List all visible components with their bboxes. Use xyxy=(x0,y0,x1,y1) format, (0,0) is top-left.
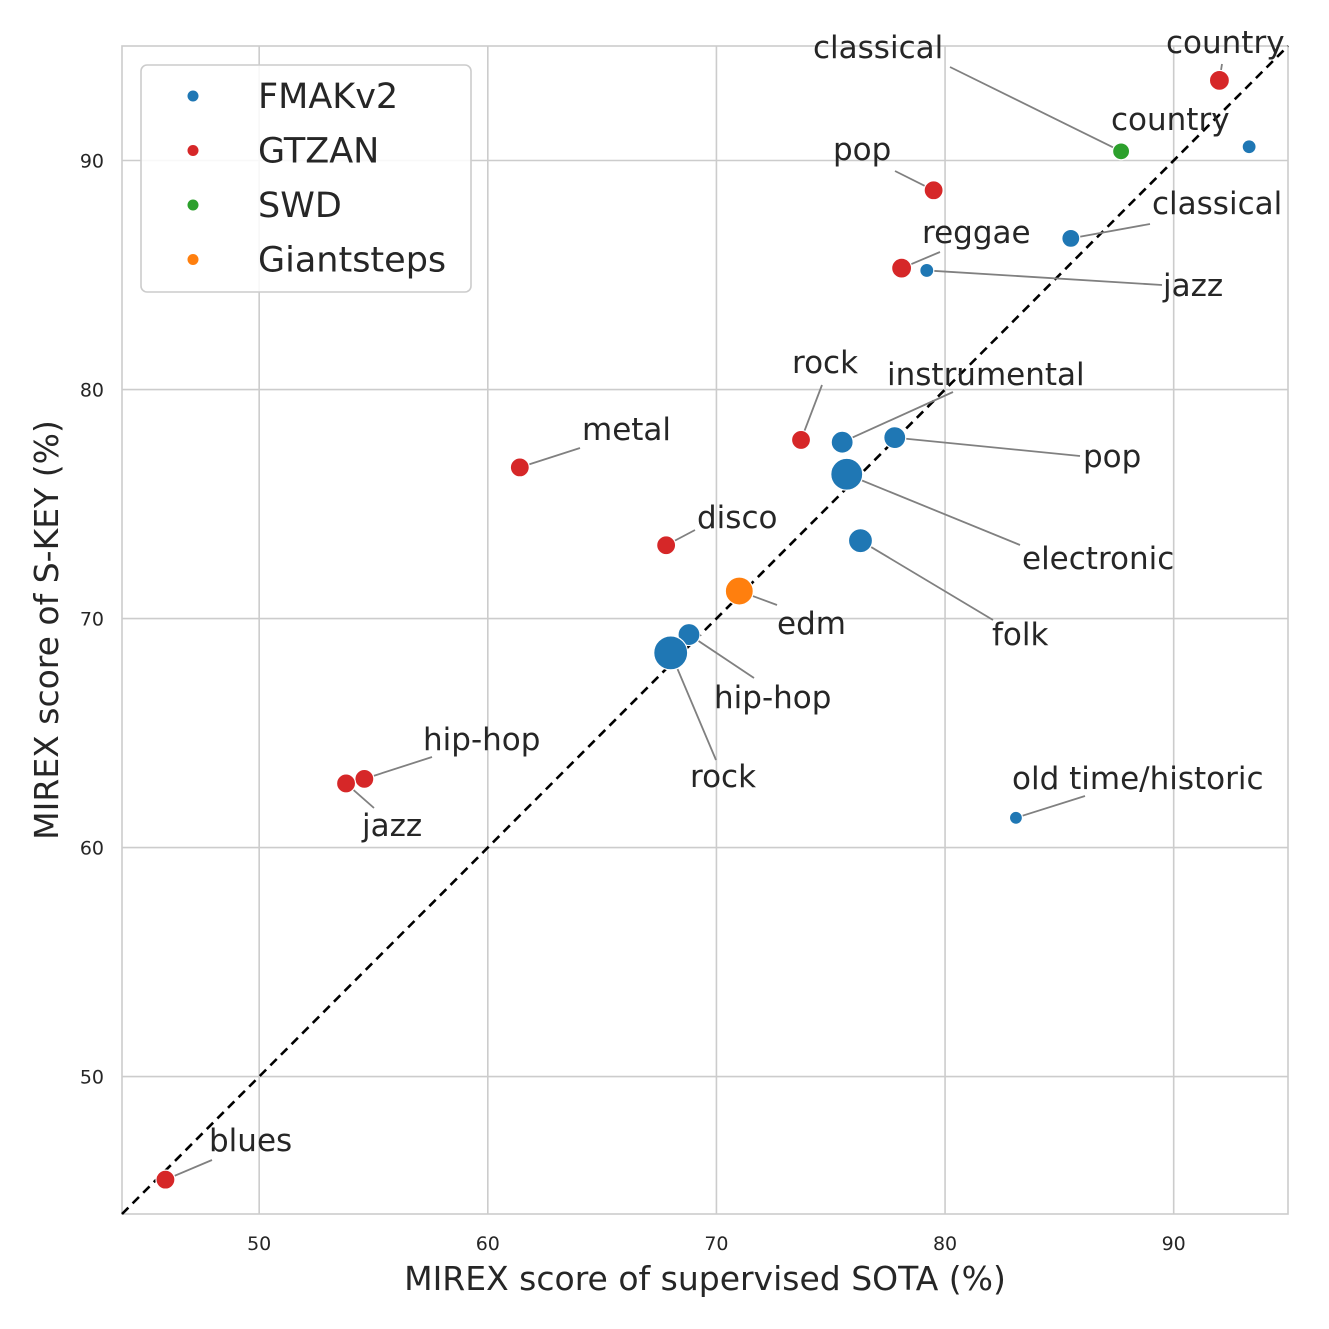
point-label: edm xyxy=(777,606,846,642)
y-tick-label: 60 xyxy=(80,838,104,860)
annotation-leader xyxy=(364,756,433,780)
legend-label: SWD xyxy=(258,186,342,226)
legend-label: GTZAN xyxy=(258,132,379,172)
point-label: electronic xyxy=(1022,541,1174,577)
data-point-fmakv2 xyxy=(919,262,935,279)
data-point-fmakv2 xyxy=(1061,228,1081,248)
data-point-fmakv2 xyxy=(1241,139,1257,155)
point-label: rock xyxy=(792,345,858,381)
legend-marker-fmakv2 xyxy=(187,90,199,102)
annotation-leader xyxy=(860,539,994,621)
data-point-gtzan xyxy=(354,768,375,789)
annotation-leader xyxy=(846,473,1021,546)
data-point-fmakv2 xyxy=(883,426,907,450)
legend-marker-swd xyxy=(187,199,199,211)
point-label: metal xyxy=(582,412,671,448)
annotation-leader xyxy=(1015,795,1086,819)
grid xyxy=(122,46,1288,1214)
annotation-leader xyxy=(688,633,755,679)
annotation-leader xyxy=(519,447,581,469)
x-tick-label: 70 xyxy=(704,1233,728,1255)
legend-label: FMAKv2 xyxy=(258,77,398,117)
data-point-gtzan xyxy=(335,773,357,794)
annotation-leader xyxy=(949,66,1122,153)
data-point-gtzan xyxy=(656,535,677,556)
data-point-giantsteps xyxy=(724,576,754,606)
point-label: jazz xyxy=(1162,268,1223,304)
data-point-fmakv2 xyxy=(1008,810,1024,825)
point-label: folk xyxy=(992,617,1048,653)
point-label: country xyxy=(1166,25,1285,61)
y-tick-label: 90 xyxy=(80,151,104,173)
y-tick-label: 80 xyxy=(80,380,104,402)
point-label: classical xyxy=(1152,186,1282,222)
point-label: blues xyxy=(209,1123,292,1159)
annotation-label: classical xyxy=(813,30,943,66)
data-point-fmakv2 xyxy=(653,635,689,671)
x-tick-label: 60 xyxy=(476,1233,500,1255)
annotation-leaders xyxy=(165,63,1223,1181)
data-points xyxy=(155,69,1257,1190)
data-point-swd xyxy=(1112,142,1131,161)
data-point-fmakv2 xyxy=(830,430,854,454)
data-point-gtzan xyxy=(155,1169,176,1190)
point-label: pop xyxy=(833,132,891,168)
legend-marker-giantsteps xyxy=(187,254,199,265)
y-tick-label: 50 xyxy=(80,1067,104,1089)
x-tick-label: 90 xyxy=(1162,1233,1186,1255)
point-label: old time/historic xyxy=(1012,761,1264,797)
point-label: instrumental xyxy=(887,357,1085,393)
data-point-gtzan xyxy=(790,429,812,451)
data-point-fmakv2 xyxy=(830,457,864,491)
point-label: disco xyxy=(697,500,777,536)
legend-marker-gtzan xyxy=(187,145,199,156)
data-point-gtzan xyxy=(1208,69,1231,91)
legend: FMAKv2 GTZAN SWD Giantsteps xyxy=(140,64,472,293)
annotation-leader xyxy=(841,391,954,444)
legend-label: Giantsteps xyxy=(258,241,446,281)
x-tick-label: 80 xyxy=(933,1233,957,1255)
identity-dashed-line xyxy=(121,45,1289,1215)
data-point-fmakv2 xyxy=(847,528,874,554)
reference-line xyxy=(121,45,1289,1215)
point-label: country xyxy=(1111,102,1230,138)
annotation-leader xyxy=(1070,223,1151,240)
legend-box xyxy=(140,64,472,293)
tick-labels: 50 60 70 80 90 50 60 70 80 90 xyxy=(80,151,1186,1255)
annotation-leader xyxy=(669,652,717,761)
point-label: jazz xyxy=(361,808,422,844)
x-tick-label: 50 xyxy=(247,1233,271,1255)
plot-frame xyxy=(121,45,1289,1215)
point-label: hip-hop xyxy=(714,680,831,716)
y-axis-label: MIREX score of S-KEY (%) xyxy=(27,420,66,840)
x-axis-label: MIREX score of supervised SOTA (%) xyxy=(404,1259,1006,1298)
point-label: hip-hop xyxy=(423,722,540,758)
annotation-labels: classical jazz instrumental pop electronic fo… xyxy=(209,25,1285,1159)
data-point-gtzan xyxy=(923,180,944,201)
point-label: rock xyxy=(690,759,756,795)
point-label: pop xyxy=(1083,439,1141,475)
point-label: reggae xyxy=(922,215,1031,251)
data-point-gtzan xyxy=(891,257,913,279)
annotation-leader xyxy=(894,436,1081,457)
data-point-gtzan xyxy=(509,457,530,478)
annotation-leader xyxy=(926,269,1163,286)
data-point-fmakv2 xyxy=(677,622,701,647)
y-tick-label: 70 xyxy=(80,609,104,631)
